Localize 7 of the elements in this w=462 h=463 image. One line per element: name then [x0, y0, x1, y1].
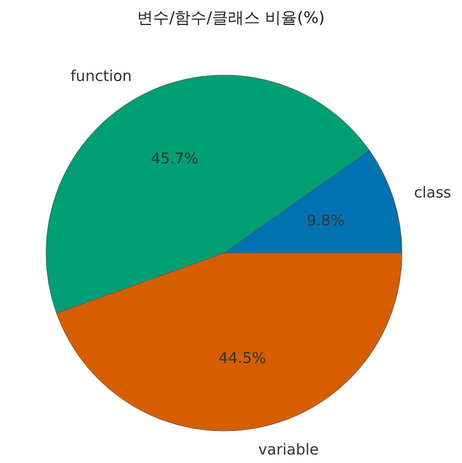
slice-label: function: [70, 67, 132, 86]
data-label: 9.8%: [306, 212, 345, 230]
data-label: 44.5%: [218, 349, 266, 368]
chart-title: 변수/함수/클래스 비율(%): [136, 8, 326, 29]
slice-label: variable: [258, 440, 319, 458]
data-label: 45.7%: [150, 149, 198, 168]
slice-label: class: [414, 184, 452, 202]
